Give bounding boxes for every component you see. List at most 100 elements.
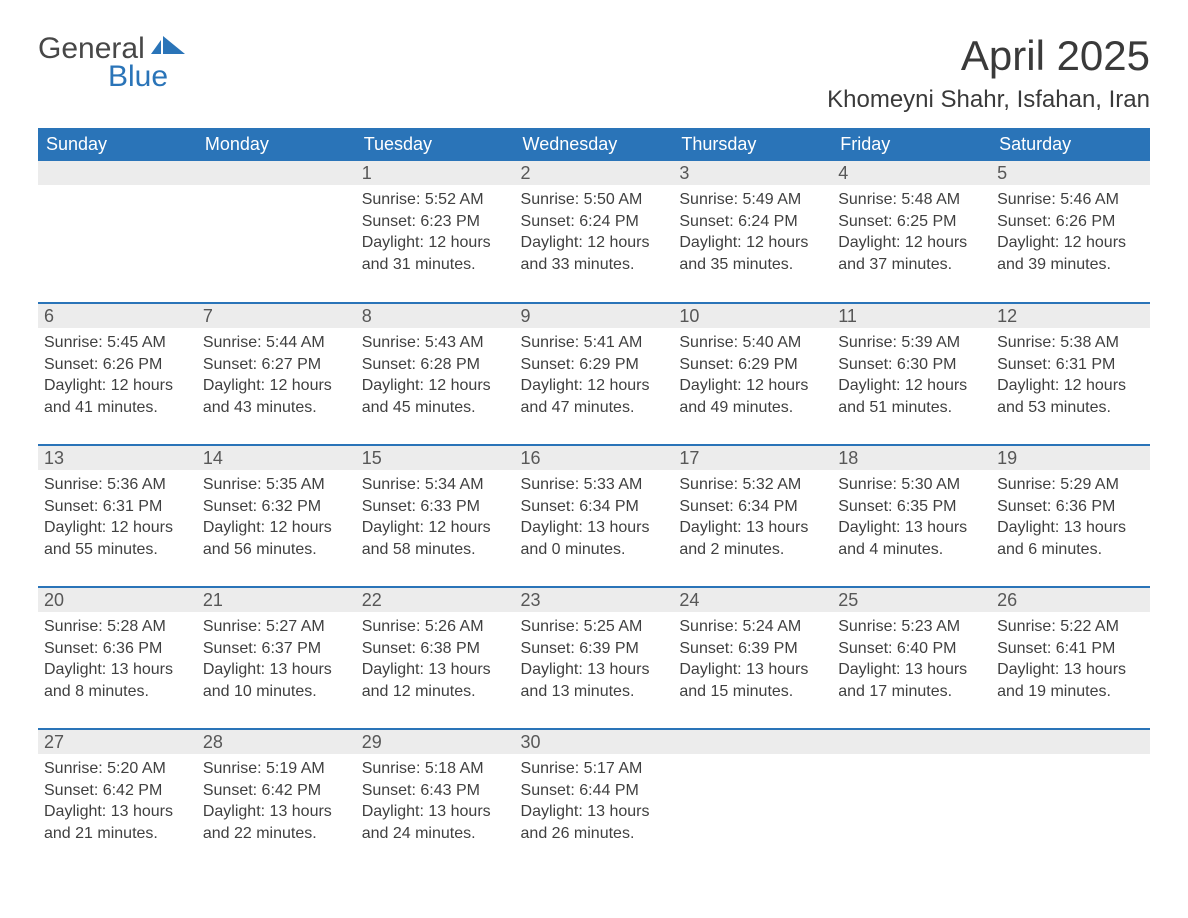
daylight-line: Daylight: 12 hours and 41 minutes.: [44, 375, 191, 418]
date-number: 24: [673, 588, 832, 612]
month-title: April 2025: [827, 32, 1150, 80]
cell-body: Sunrise: 5:28 AMSunset: 6:36 PMDaylight:…: [38, 612, 197, 708]
cell-body: Sunrise: 5:41 AMSunset: 6:29 PMDaylight:…: [515, 328, 674, 424]
calendar-cell: 11Sunrise: 5:39 AMSunset: 6:30 PMDayligh…: [832, 303, 991, 445]
sunset-line: Sunset: 6:33 PM: [362, 496, 509, 518]
date-number: 1: [356, 161, 515, 185]
date-number: 21: [197, 588, 356, 612]
date-number: 17: [673, 446, 832, 470]
day-header: Wednesday: [515, 128, 674, 161]
sunset-line: Sunset: 6:31 PM: [44, 496, 191, 518]
cell-body: Sunrise: 5:26 AMSunset: 6:38 PMDaylight:…: [356, 612, 515, 708]
sunset-line: Sunset: 6:34 PM: [521, 496, 668, 518]
sunset-line: Sunset: 6:28 PM: [362, 354, 509, 376]
sunrise-line: Sunrise: 5:30 AM: [838, 474, 985, 496]
sunset-line: Sunset: 6:36 PM: [44, 638, 191, 660]
calendar-cell: 19Sunrise: 5:29 AMSunset: 6:36 PMDayligh…: [991, 445, 1150, 587]
sunrise-line: Sunrise: 5:27 AM: [203, 616, 350, 638]
cell-body: Sunrise: 5:44 AMSunset: 6:27 PMDaylight:…: [197, 328, 356, 424]
daylight-line: Daylight: 13 hours and 17 minutes.: [838, 659, 985, 702]
daylight-line: Daylight: 12 hours and 53 minutes.: [997, 375, 1144, 418]
calendar-week: 13Sunrise: 5:36 AMSunset: 6:31 PMDayligh…: [38, 445, 1150, 587]
day-header: Tuesday: [356, 128, 515, 161]
daylight-line: Daylight: 13 hours and 6 minutes.: [997, 517, 1144, 560]
sunrise-line: Sunrise: 5:17 AM: [521, 758, 668, 780]
cell-body: Sunrise: 5:40 AMSunset: 6:29 PMDaylight:…: [673, 328, 832, 424]
sunset-line: Sunset: 6:34 PM: [679, 496, 826, 518]
cell-body: Sunrise: 5:34 AMSunset: 6:33 PMDaylight:…: [356, 470, 515, 566]
sunset-line: Sunset: 6:23 PM: [362, 211, 509, 233]
date-number: 23: [515, 588, 674, 612]
date-number: 8: [356, 304, 515, 328]
date-number: 18: [832, 446, 991, 470]
calendar-cell: 30Sunrise: 5:17 AMSunset: 6:44 PMDayligh…: [515, 729, 674, 871]
calendar-cell: 23Sunrise: 5:25 AMSunset: 6:39 PMDayligh…: [515, 587, 674, 729]
sunrise-line: Sunrise: 5:34 AM: [362, 474, 509, 496]
cell-body: Sunrise: 5:49 AMSunset: 6:24 PMDaylight:…: [673, 185, 832, 281]
sunset-line: Sunset: 6:30 PM: [838, 354, 985, 376]
calendar-cell: [673, 729, 832, 871]
logo: General Blue: [38, 32, 185, 94]
date-number: 13: [38, 446, 197, 470]
sunset-line: Sunset: 6:38 PM: [362, 638, 509, 660]
date-number: 2: [515, 161, 674, 185]
flag-icon: [151, 36, 185, 61]
daylight-line: Daylight: 12 hours and 43 minutes.: [203, 375, 350, 418]
cell-body: Sunrise: 5:52 AMSunset: 6:23 PMDaylight:…: [356, 185, 515, 281]
day-header: Sunday: [38, 128, 197, 161]
date-number: 26: [991, 588, 1150, 612]
daylight-line: Daylight: 12 hours and 58 minutes.: [362, 517, 509, 560]
cell-body: Sunrise: 5:17 AMSunset: 6:44 PMDaylight:…: [515, 754, 674, 850]
cell-body: Sunrise: 5:38 AMSunset: 6:31 PMDaylight:…: [991, 328, 1150, 424]
date-number: 14: [197, 446, 356, 470]
cell-body: Sunrise: 5:36 AMSunset: 6:31 PMDaylight:…: [38, 470, 197, 566]
daylight-line: Daylight: 12 hours and 31 minutes.: [362, 232, 509, 275]
sunrise-line: Sunrise: 5:29 AM: [997, 474, 1144, 496]
sunset-line: Sunset: 6:24 PM: [521, 211, 668, 233]
daylight-line: Daylight: 13 hours and 4 minutes.: [838, 517, 985, 560]
cell-body: Sunrise: 5:30 AMSunset: 6:35 PMDaylight:…: [832, 470, 991, 566]
calendar-cell: 12Sunrise: 5:38 AMSunset: 6:31 PMDayligh…: [991, 303, 1150, 445]
day-header: Saturday: [991, 128, 1150, 161]
daylight-line: Daylight: 13 hours and 22 minutes.: [203, 801, 350, 844]
cell-body: Sunrise: 5:23 AMSunset: 6:40 PMDaylight:…: [832, 612, 991, 708]
sunset-line: Sunset: 6:39 PM: [679, 638, 826, 660]
sunrise-line: Sunrise: 5:23 AM: [838, 616, 985, 638]
date-number: 10: [673, 304, 832, 328]
sunset-line: Sunset: 6:29 PM: [521, 354, 668, 376]
cell-body: Sunrise: 5:45 AMSunset: 6:26 PMDaylight:…: [38, 328, 197, 424]
sunrise-line: Sunrise: 5:26 AM: [362, 616, 509, 638]
date-number: 20: [38, 588, 197, 612]
date-number: 4: [832, 161, 991, 185]
calendar-cell: 7Sunrise: 5:44 AMSunset: 6:27 PMDaylight…: [197, 303, 356, 445]
calendar-cell: 28Sunrise: 5:19 AMSunset: 6:42 PMDayligh…: [197, 729, 356, 871]
sunrise-line: Sunrise: 5:22 AM: [997, 616, 1144, 638]
date-number: [991, 730, 1150, 754]
sunrise-line: Sunrise: 5:18 AM: [362, 758, 509, 780]
sunrise-line: Sunrise: 5:50 AM: [521, 189, 668, 211]
sunset-line: Sunset: 6:24 PM: [679, 211, 826, 233]
sunrise-line: Sunrise: 5:36 AM: [44, 474, 191, 496]
date-number: 12: [991, 304, 1150, 328]
sunrise-line: Sunrise: 5:19 AM: [203, 758, 350, 780]
cell-body: Sunrise: 5:32 AMSunset: 6:34 PMDaylight:…: [673, 470, 832, 566]
sunset-line: Sunset: 6:35 PM: [838, 496, 985, 518]
sunrise-line: Sunrise: 5:20 AM: [44, 758, 191, 780]
daylight-line: Daylight: 13 hours and 26 minutes.: [521, 801, 668, 844]
calendar-cell: 29Sunrise: 5:18 AMSunset: 6:43 PMDayligh…: [356, 729, 515, 871]
sunset-line: Sunset: 6:26 PM: [997, 211, 1144, 233]
date-number: [197, 161, 356, 185]
calendar-cell: 24 Sunrise: 5:24 AMSunset: 6:39 PMDayligh…: [673, 587, 832, 729]
calendar-cell: 25Sunrise: 5:23 AMSunset: 6:40 PMDayligh…: [832, 587, 991, 729]
cell-body: Sunrise: 5:20 AMSunset: 6:42 PMDaylight:…: [38, 754, 197, 850]
sunrise-line: Sunrise: 5:24 AM: [679, 616, 826, 638]
date-number: [673, 730, 832, 754]
daylight-line: Daylight: 13 hours and 21 minutes.: [44, 801, 191, 844]
daylight-line: Daylight: 13 hours and 15 minutes.: [679, 659, 826, 702]
daylight-line: Daylight: 12 hours and 49 minutes.: [679, 375, 826, 418]
location-title: Khomeyni Shahr, Isfahan, Iran: [827, 86, 1150, 114]
calendar-cell: [38, 161, 197, 303]
sunset-line: Sunset: 6:31 PM: [997, 354, 1144, 376]
sunset-line: Sunset: 6:41 PM: [997, 638, 1144, 660]
date-number: 25: [832, 588, 991, 612]
